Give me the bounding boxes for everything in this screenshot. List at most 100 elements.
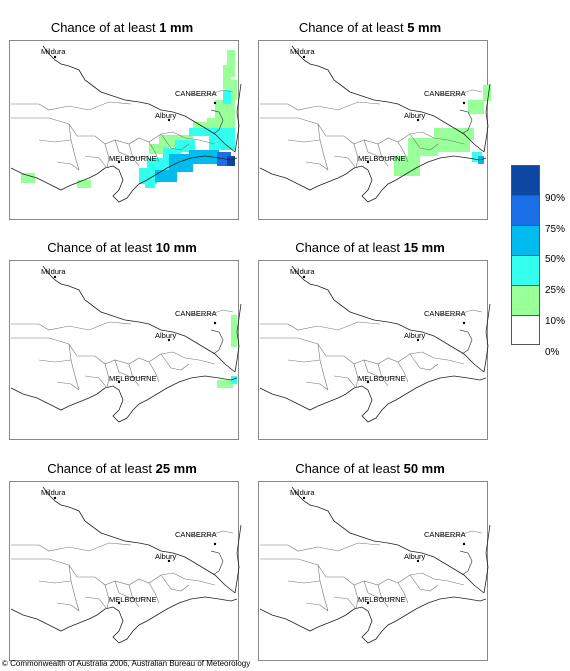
town-dot xyxy=(213,542,217,546)
act-border xyxy=(210,329,224,355)
nsw-coastline xyxy=(483,303,491,373)
district-boundary xyxy=(56,161,80,171)
label-albury: Albury xyxy=(404,552,426,561)
probability-cell xyxy=(438,136,470,152)
legend-swatch-50 xyxy=(511,225,540,255)
district-boundary xyxy=(305,161,329,171)
district-boundary xyxy=(38,359,72,363)
label-melbourne: MELBOURNE xyxy=(358,374,406,383)
label-mildura: Mildura xyxy=(41,267,66,276)
label-mildura: Mildura xyxy=(41,488,66,497)
town-dot xyxy=(302,496,306,500)
probability-cell xyxy=(231,315,237,347)
nsw-coastline xyxy=(234,524,242,594)
town-dot xyxy=(462,542,466,546)
probability-cell xyxy=(147,158,169,170)
district-boundary xyxy=(11,558,174,586)
district-boundary xyxy=(11,309,234,331)
town-dot xyxy=(302,55,306,59)
probability-cell xyxy=(468,100,484,114)
district-boundary xyxy=(260,117,423,145)
district-boundary xyxy=(68,343,80,391)
nsw-coastline xyxy=(234,83,242,153)
district-boundary xyxy=(114,580,150,600)
coastline xyxy=(259,596,487,644)
probability-cell xyxy=(231,80,237,100)
label-canberra: CANBERRA xyxy=(175,530,217,539)
town-dot xyxy=(53,496,57,500)
district-boundary xyxy=(363,580,399,600)
district-boundary xyxy=(160,574,190,592)
district-boundary xyxy=(84,375,108,389)
district-boundary xyxy=(333,155,357,169)
district-boundary xyxy=(260,89,483,111)
coastline xyxy=(259,375,487,423)
district-boundary xyxy=(38,139,72,143)
label-canberra: CANBERRA xyxy=(424,309,466,318)
district-boundary xyxy=(333,375,357,389)
probability-cell xyxy=(209,128,235,150)
district-boundary xyxy=(114,139,150,159)
panel-title-10mm: Chance of at least 10 mm xyxy=(47,240,197,255)
district-boundary xyxy=(104,363,110,389)
panel-title-1mm: Chance of at least 1 mm xyxy=(50,20,194,35)
map-panel-1mm: Mildura CANBERRA Albury MELBOURNE xyxy=(2,40,246,220)
district-boundary xyxy=(172,351,216,365)
district-boundary xyxy=(11,89,234,111)
nsw-coastline xyxy=(483,83,491,153)
coastline xyxy=(10,155,238,203)
district-boundary xyxy=(104,584,110,610)
district-boundary xyxy=(114,359,150,379)
district-boundary xyxy=(84,596,108,610)
district-boundary xyxy=(68,564,80,612)
label-canberra: CANBERRA xyxy=(175,309,217,318)
town-dot xyxy=(366,601,370,605)
district-boundary xyxy=(409,353,439,371)
probability-cell xyxy=(77,180,91,188)
coastline xyxy=(10,596,238,644)
probability-cell xyxy=(21,173,35,183)
town-dot xyxy=(213,101,217,105)
district-boundary xyxy=(363,359,399,379)
district-boundary xyxy=(260,337,423,365)
legend-swatch-25 xyxy=(511,255,540,285)
district-boundary xyxy=(353,363,359,389)
probability-cell xyxy=(227,156,235,166)
label-melbourne: MELBOURNE xyxy=(109,154,157,163)
probability-cell xyxy=(145,182,155,188)
town-dot xyxy=(53,55,57,59)
probability-cell xyxy=(227,50,235,65)
town-dot xyxy=(167,338,171,342)
district-boundary xyxy=(56,381,80,391)
district-boundary xyxy=(148,141,160,163)
town-dot xyxy=(53,275,57,279)
label-melbourne: MELBOURNE xyxy=(109,595,157,604)
district-boundary xyxy=(353,584,359,610)
probability-cell xyxy=(189,128,209,136)
town-dot xyxy=(213,321,217,325)
act-border xyxy=(459,550,473,576)
town-dot xyxy=(366,160,370,164)
district-boundary xyxy=(160,353,190,371)
nsw-coastline xyxy=(483,524,491,594)
legend-swatch-10 xyxy=(511,285,540,315)
town-dot xyxy=(366,380,370,384)
state-border-line xyxy=(291,265,485,373)
district-boundary xyxy=(104,143,110,169)
coastline xyxy=(259,155,487,203)
district-boundary xyxy=(317,564,329,612)
label-albury: Albury xyxy=(155,331,177,340)
probability-cell xyxy=(139,168,157,184)
district-boundary xyxy=(68,123,80,171)
district-boundary xyxy=(287,139,321,143)
probability-cell xyxy=(394,156,420,176)
label-mildura: Mildura xyxy=(290,488,315,497)
legend-label-75: 75% xyxy=(545,224,566,235)
district-boundary xyxy=(421,131,465,145)
legend-label-90: 90% xyxy=(545,193,566,204)
probability-cell xyxy=(149,144,169,154)
legend-label-50: 50% xyxy=(545,254,566,265)
probability-cell xyxy=(155,170,177,182)
district-boundary xyxy=(409,133,439,151)
state-border-line xyxy=(42,486,236,594)
